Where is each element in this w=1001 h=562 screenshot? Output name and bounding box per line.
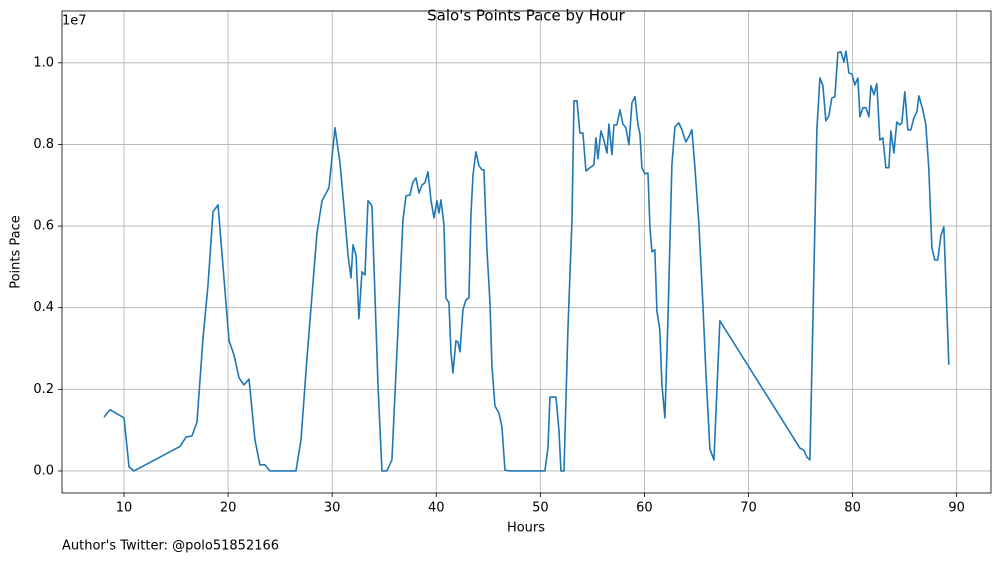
y-axis-label: Points Pace [9,215,24,289]
footnote: Author's Twitter: @polo51852166 [62,539,279,554]
x-tick-label: 90 [948,501,965,516]
x-tick-label: 40 [428,501,445,516]
x-tick-label: 10 [116,501,133,516]
plot-frame [61,10,992,494]
x-tick-label: 30 [324,501,341,516]
x-tick-label: 60 [636,501,653,516]
y-tick-label: 0.4 [33,300,54,315]
y-tick-label: 0.0 [33,463,54,478]
x-axis-label: Hours [507,521,545,536]
y-tick-label: 0.2 [33,382,54,397]
y-tick-label: 0.8 [33,137,54,152]
y-tick-label: 1.0 [33,55,54,70]
y-tick-label: 0.6 [33,219,54,234]
x-tick-label: 80 [844,501,861,516]
chart-title: Salo's Points Pace by Hour [427,7,626,25]
x-tick-label: 50 [532,501,549,516]
line-series [103,50,950,472]
x-tick-label: 20 [220,501,237,516]
x-tick-label: 70 [740,501,757,516]
y-offset-label: 1e7 [62,14,87,29]
